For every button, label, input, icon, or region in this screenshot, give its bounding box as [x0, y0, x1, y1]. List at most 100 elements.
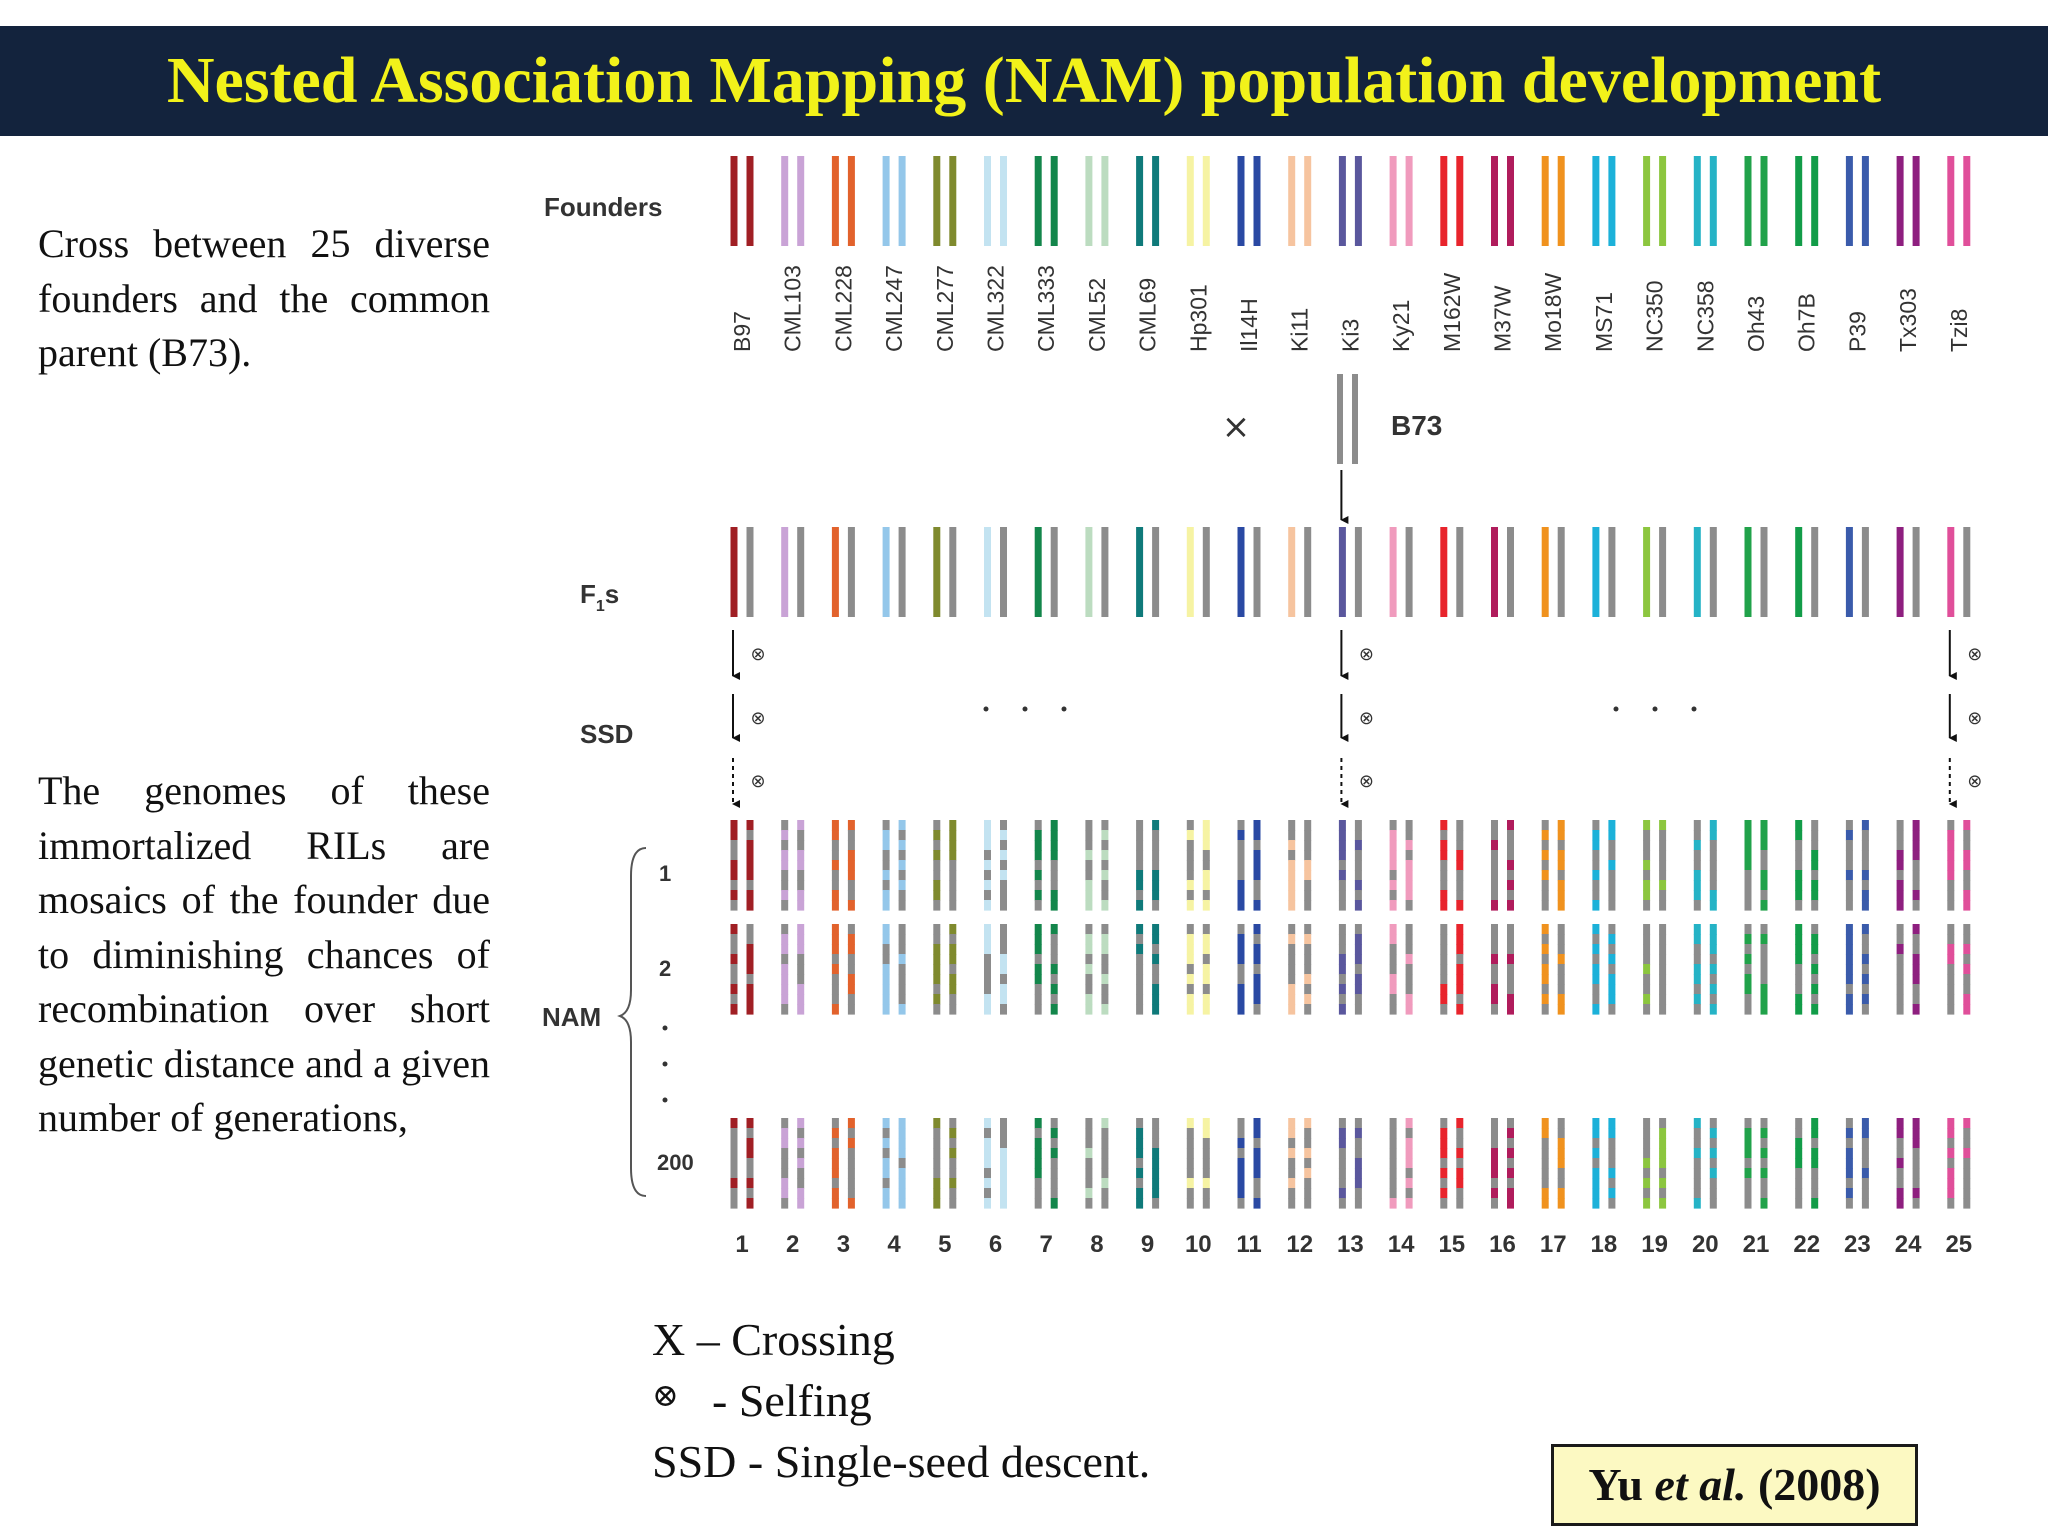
- ril-segment: [1491, 954, 1498, 965]
- ril-segment: [1405, 880, 1413, 891]
- ril-segment: [1101, 850, 1109, 861]
- ril-segment: [1744, 870, 1752, 881]
- ril-segment: [933, 1168, 941, 1179]
- ril-chromosome: [1845, 820, 1853, 911]
- ril-segment: [1288, 924, 1296, 935]
- ril-segment: [1237, 1118, 1245, 1129]
- f1-chromosome-founder: [1034, 527, 1042, 617]
- ril-segment: [1557, 860, 1565, 871]
- ril-segment: [746, 934, 754, 945]
- f1-chromosome-b73: [1608, 527, 1616, 617]
- ril-segment: [1659, 1168, 1667, 1179]
- ril-segment: [1136, 964, 1144, 975]
- ril-segment: [1338, 974, 1346, 985]
- ril-segment: [1557, 1198, 1565, 1209]
- ril-chromosome: [1288, 1118, 1296, 1209]
- ril-segment: [949, 850, 957, 861]
- ril-segment: [1947, 964, 1955, 975]
- ril-segment: [746, 890, 754, 901]
- ril-segment: [1845, 954, 1853, 965]
- selfing-symbol: ⊗: [1359, 644, 1374, 665]
- ril-segment: [781, 954, 789, 965]
- ril-segment: [1389, 964, 1397, 975]
- ril-segment: [1643, 1168, 1651, 1179]
- ril-segment: [1440, 994, 1448, 1005]
- ril-segment: [1760, 820, 1768, 831]
- ril-segment: [1101, 840, 1109, 851]
- ril-segment: [1541, 870, 1549, 881]
- ril-segment: [1354, 860, 1362, 871]
- ril-segment: [1491, 820, 1498, 831]
- family-number: 9: [1141, 1231, 1154, 1258]
- ril-segment: [949, 1198, 957, 1209]
- ril-segment: [1896, 954, 1904, 965]
- ril-segment: [1405, 1198, 1413, 1209]
- ril-segment: [1085, 1004, 1093, 1015]
- ril-segment: [1338, 820, 1346, 831]
- ril-segment: [1643, 840, 1651, 851]
- ril-segment: [882, 1148, 890, 1159]
- ril-segment: [1541, 890, 1549, 901]
- ril-chromosome: [1389, 820, 1397, 911]
- ril-segment: [1592, 1004, 1600, 1015]
- ril-segment: [1136, 880, 1144, 891]
- ril-segment: [730, 1168, 738, 1179]
- ril-segment: [1354, 984, 1362, 995]
- b73-label: B73: [1391, 410, 1442, 441]
- ril-segment: [1963, 994, 1971, 1005]
- ril-segment: [933, 944, 941, 955]
- f1-chromosome-founder: [1795, 527, 1803, 617]
- ril-segment: [1744, 890, 1752, 901]
- ril-segment: [1744, 900, 1752, 911]
- ril-segment: [1541, 900, 1549, 911]
- ril-segment: [949, 820, 957, 831]
- ril-segment: [1456, 1158, 1464, 1169]
- ril-segment: [1693, 984, 1701, 995]
- ril-segment: [949, 944, 957, 955]
- ril-segment: [1709, 1158, 1717, 1169]
- ril-segment: [847, 900, 855, 911]
- ril-segment: [1202, 1118, 1210, 1129]
- ril-segment: [1861, 1138, 1869, 1149]
- ril-segment: [1491, 944, 1498, 955]
- ril-segment: [781, 850, 789, 861]
- ril-chromosome: [1541, 924, 1549, 1015]
- ril-segment: [882, 1004, 890, 1015]
- ril-segment: [797, 870, 805, 881]
- family-number: 20: [1692, 1231, 1719, 1258]
- ril-chromosome: [1659, 1118, 1667, 1209]
- ril-segment: [1541, 1138, 1549, 1149]
- ril-segment: [1085, 944, 1093, 955]
- ril-segment: [1405, 820, 1413, 831]
- ril-segment: [1034, 954, 1042, 965]
- ril-segment: [1136, 954, 1144, 965]
- ril-segment: [1709, 924, 1717, 935]
- ril-segment: [1912, 1004, 1920, 1015]
- founder-chromosome-left: [1744, 156, 1752, 246]
- ril-segment: [1643, 1158, 1651, 1169]
- ril-segment: [1896, 890, 1904, 901]
- ril-segment: [1440, 964, 1448, 975]
- f1-chromosome-founder: [1288, 527, 1296, 617]
- nam-brace: [617, 847, 647, 1197]
- ril-segment: [1557, 1148, 1565, 1159]
- ril-segment: [1947, 840, 1955, 851]
- ril-chromosome: [1845, 1118, 1853, 1209]
- ril-chromosome: [1237, 924, 1245, 1015]
- nam-ril-chromosomes: [730, 820, 1971, 1209]
- ril-segment: [1760, 870, 1768, 881]
- ril-segment: [781, 840, 789, 851]
- ril-segment: [1237, 1168, 1245, 1179]
- ril-segment: [797, 880, 805, 891]
- f1-chromosome-founder: [933, 527, 941, 617]
- ril-segment: [1389, 850, 1397, 861]
- ril-segment: [1795, 994, 1803, 1005]
- ril-segment: [730, 994, 738, 1005]
- ril-segment: [882, 900, 890, 911]
- ril-segment: [1253, 1128, 1261, 1139]
- ril-segment: [1136, 1168, 1144, 1179]
- ril-segment: [746, 860, 754, 871]
- family-number: 15: [1438, 1231, 1465, 1258]
- ril-chromosome: [1050, 924, 1058, 1015]
- ril-segment: [1811, 924, 1819, 935]
